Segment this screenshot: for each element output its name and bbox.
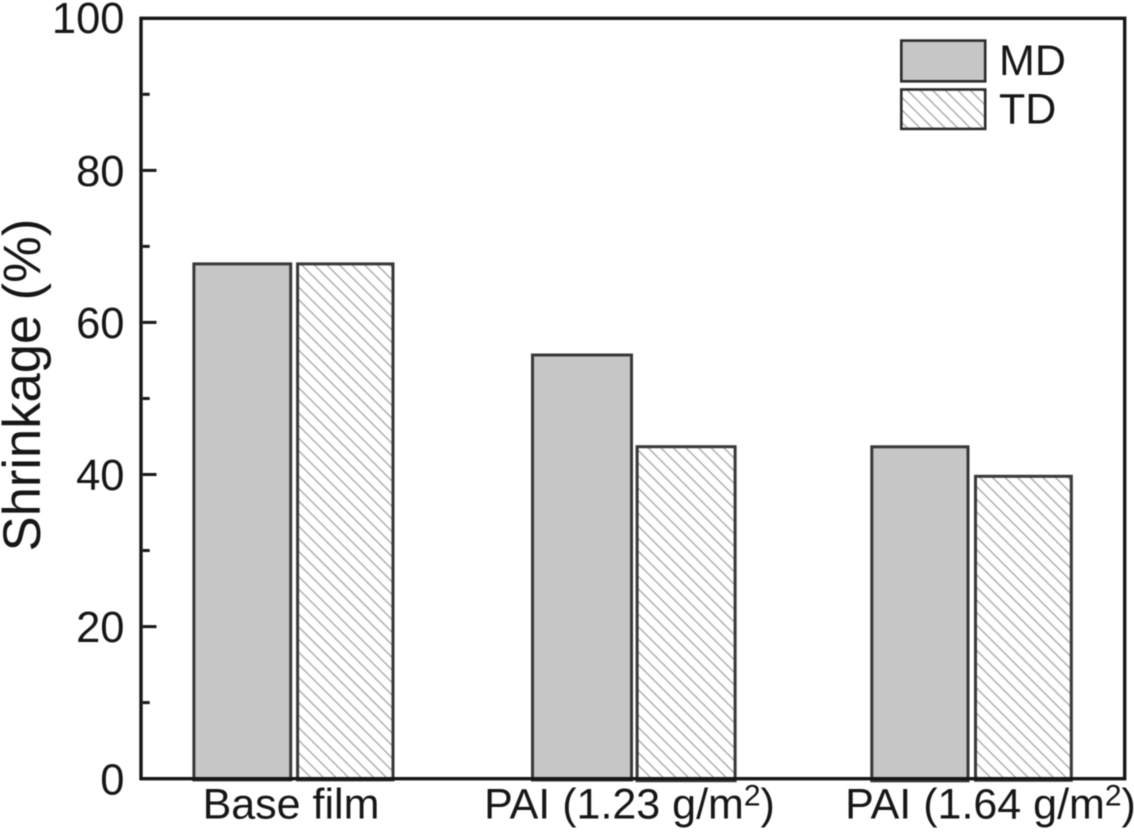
- svg-text:60: 60: [76, 300, 124, 348]
- svg-text:MD: MD: [999, 37, 1066, 85]
- svg-text:Shrinkage (%): Shrinkage (%): [0, 219, 52, 552]
- svg-text:PAI (1.23 g/m2): PAI (1.23 g/m2): [484, 780, 775, 829]
- svg-text:80: 80: [76, 148, 124, 196]
- svg-text:Base film: Base film: [203, 781, 380, 829]
- svg-text:0: 0: [100, 756, 124, 804]
- svg-text:100: 100: [52, 0, 125, 43]
- svg-text:TD: TD: [999, 85, 1056, 133]
- svg-text:PAI (1.64 g/m2): PAI (1.64 g/m2): [845, 780, 1134, 829]
- svg-text:40: 40: [76, 452, 124, 500]
- svg-text:20: 20: [76, 604, 124, 652]
